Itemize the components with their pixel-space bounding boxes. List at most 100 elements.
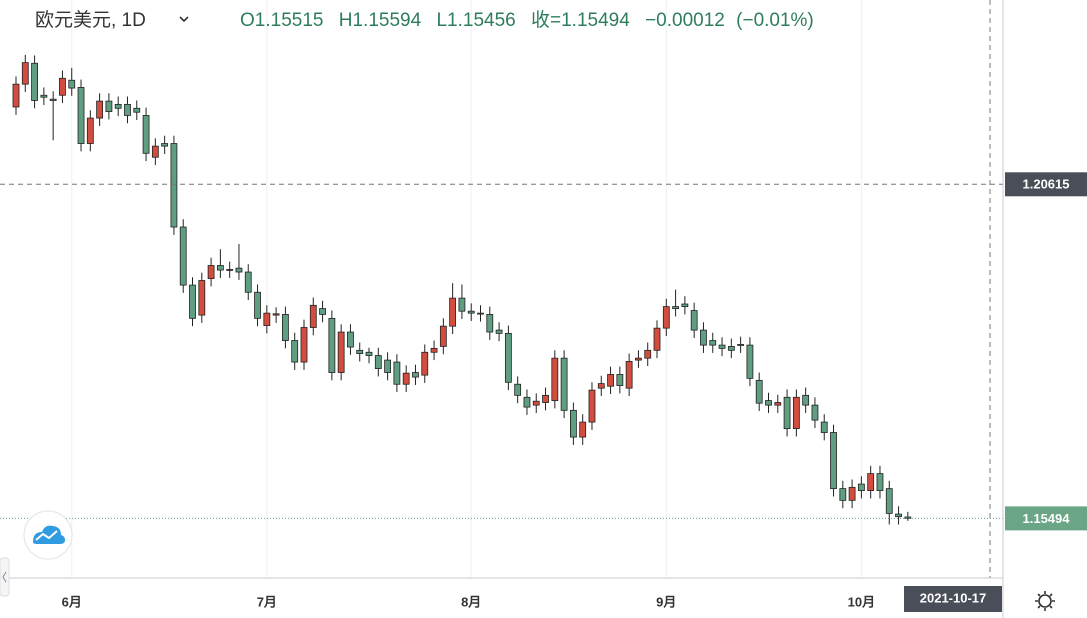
candle-body xyxy=(412,372,419,378)
candle-body xyxy=(402,372,410,385)
settings-ring xyxy=(1038,594,1052,608)
candle-body xyxy=(690,310,698,331)
candle-body xyxy=(570,409,577,438)
candle-body xyxy=(774,402,782,406)
candle-body xyxy=(783,396,791,430)
logo-line xyxy=(35,530,58,541)
candle-body xyxy=(124,103,131,116)
candle-body xyxy=(542,394,549,403)
candle-body xyxy=(207,265,215,279)
candle-body xyxy=(504,332,512,383)
candle-body xyxy=(282,314,289,341)
candle-body xyxy=(96,100,104,119)
grid xyxy=(71,0,862,578)
ohlc-value: 1.15515 xyxy=(255,10,324,31)
ohlc-value: 1.15494 xyxy=(561,10,630,31)
candle-body xyxy=(365,351,373,356)
candle-body xyxy=(811,404,819,421)
last-price-tag xyxy=(1005,506,1087,531)
candle-body xyxy=(560,357,568,411)
crosshair-date-label: 2021-10-17 xyxy=(920,590,987,605)
candle-body xyxy=(644,349,652,359)
candle-body xyxy=(514,383,522,396)
candle-body xyxy=(179,226,187,286)
candle-body xyxy=(895,513,902,518)
candle-body xyxy=(40,94,48,98)
candle-body xyxy=(737,344,745,346)
crosshair-date-tag xyxy=(904,586,1002,612)
candle-body xyxy=(857,483,865,491)
candle-body xyxy=(328,317,336,373)
candle-body xyxy=(68,79,76,89)
candle-body xyxy=(792,396,800,430)
candle-body xyxy=(616,374,624,386)
candle-body xyxy=(77,87,85,144)
candle-body xyxy=(700,329,707,346)
candle-body xyxy=(486,314,494,333)
change: −0.00012 xyxy=(645,10,725,31)
logo[interactable] xyxy=(23,510,73,560)
candle-body xyxy=(384,359,392,373)
candle-body xyxy=(114,103,122,109)
candle-body xyxy=(263,312,271,326)
x-tick-label: 8月 xyxy=(461,594,481,609)
candle-body xyxy=(449,297,457,327)
ohlc-label: H xyxy=(339,10,353,31)
candle-body xyxy=(31,62,38,101)
candle-body xyxy=(439,325,447,347)
candle-body xyxy=(254,291,261,319)
candle-body xyxy=(867,473,875,491)
candle-body xyxy=(356,349,364,354)
interval-chevron[interactable] xyxy=(179,16,189,23)
candle-body xyxy=(430,347,438,353)
symbol-title[interactable]: 欧元美元, 1D xyxy=(35,9,146,31)
candle-body xyxy=(755,379,763,404)
candle-body xyxy=(374,355,382,369)
candle-body xyxy=(551,357,559,401)
scroll-left-arrow xyxy=(2,571,7,583)
candle-body xyxy=(86,117,94,144)
candle-body xyxy=(319,308,326,315)
candle-body xyxy=(272,313,280,316)
candle-body xyxy=(876,473,884,491)
settings-icon[interactable] xyxy=(1035,591,1055,611)
change-pct: (−0.01%) xyxy=(736,10,814,31)
candle-body xyxy=(235,267,243,273)
candle-body xyxy=(337,331,345,373)
candle-body xyxy=(477,312,484,315)
candle-body xyxy=(49,98,57,101)
candle-body xyxy=(216,265,224,271)
candle-body xyxy=(291,340,299,363)
candle-body xyxy=(467,310,475,314)
candle-body xyxy=(653,327,661,351)
candle-body xyxy=(12,83,20,108)
candle-body xyxy=(820,421,828,433)
candle-body xyxy=(662,306,670,329)
candles xyxy=(12,54,912,525)
ohlc-label: 收= xyxy=(531,9,561,31)
candle-body xyxy=(170,143,178,228)
candle-body xyxy=(848,486,856,501)
candle-body xyxy=(133,107,141,113)
candle-body xyxy=(588,389,596,423)
candle-body xyxy=(198,280,206,316)
crosshair-price-tag xyxy=(1005,172,1087,197)
candle-body xyxy=(347,331,354,348)
candle-body xyxy=(904,516,912,519)
candle-body xyxy=(765,400,772,406)
candle-body xyxy=(579,421,587,438)
candle-body xyxy=(458,297,466,312)
candle-body xyxy=(885,488,893,514)
candle-body xyxy=(672,306,679,309)
candle-body xyxy=(607,374,614,387)
ohlc-value: 1.15594 xyxy=(352,10,421,31)
overlay xyxy=(0,0,1003,578)
ohlc-value: 1.15456 xyxy=(447,10,516,31)
candle-body xyxy=(681,303,689,308)
candle-body xyxy=(830,432,837,490)
settings-teeth xyxy=(1035,591,1055,611)
candle-body xyxy=(421,351,429,376)
scroll-left-button[interactable] xyxy=(0,557,10,597)
candle-body xyxy=(244,271,252,293)
